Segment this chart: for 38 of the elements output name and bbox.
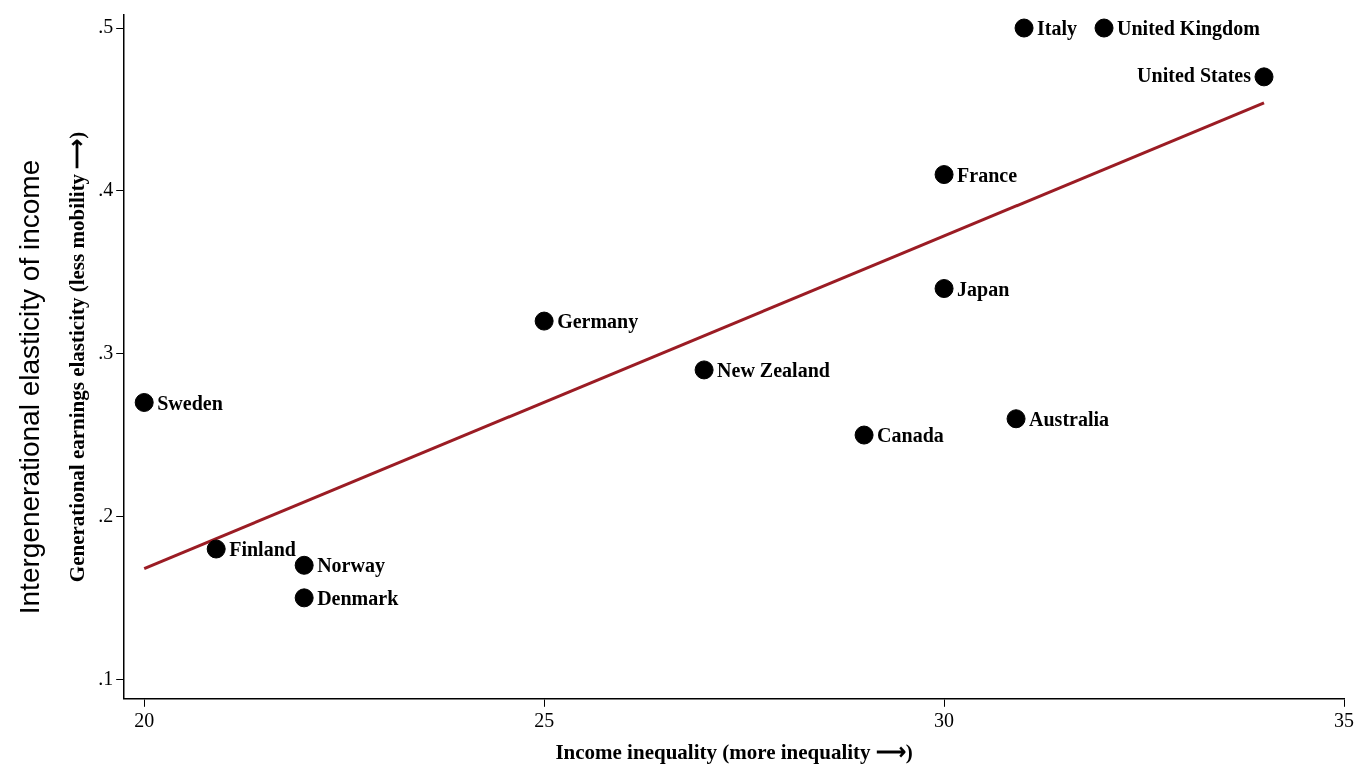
text: Intergenerational elasticity of income [14, 159, 46, 615]
annotation: New Zealand [717, 359, 830, 382]
point [854, 425, 874, 445]
y-tick-label: .4 [98, 178, 114, 201]
x-tick-label: 25 [534, 709, 555, 732]
point [294, 555, 314, 575]
annotation: Denmark [317, 587, 400, 610]
y-tick-label: .5 [98, 15, 114, 38]
x-tick-label: 35 [1334, 709, 1354, 732]
point [1094, 18, 1114, 38]
annotation: Norway [317, 554, 385, 578]
y-tick-label: .1 [98, 666, 114, 689]
point [206, 539, 226, 559]
point [694, 360, 714, 380]
annotation: Australia [1029, 407, 1110, 430]
annotation: Finland [229, 538, 296, 561]
point [1014, 18, 1034, 38]
x-axis-title: Income inequality (more inequality ⟶) [555, 739, 913, 764]
annotation: Japan [957, 277, 1010, 301]
y-tick-label: .3 [98, 340, 114, 363]
point [534, 311, 554, 331]
annotation: Italy [1037, 17, 1078, 41]
annotation: United Kingdom [1117, 17, 1261, 41]
point [294, 588, 314, 608]
point [934, 279, 954, 299]
annotation: France [957, 163, 1018, 186]
point [1254, 67, 1274, 87]
x-tick-label: 20 [134, 709, 155, 732]
annotation: Sweden [157, 391, 223, 414]
annotation: United States [1137, 64, 1252, 87]
x-tick-label: 30 [934, 709, 955, 732]
point [1006, 409, 1026, 429]
annotation: Germany [557, 310, 639, 334]
y-tick-label: .2 [98, 503, 114, 526]
annotation: Canada [877, 424, 944, 447]
point [134, 392, 154, 412]
y-axis-title: Generational earnings elasticity (less mobility ⟶) [65, 131, 90, 583]
point [934, 165, 954, 185]
